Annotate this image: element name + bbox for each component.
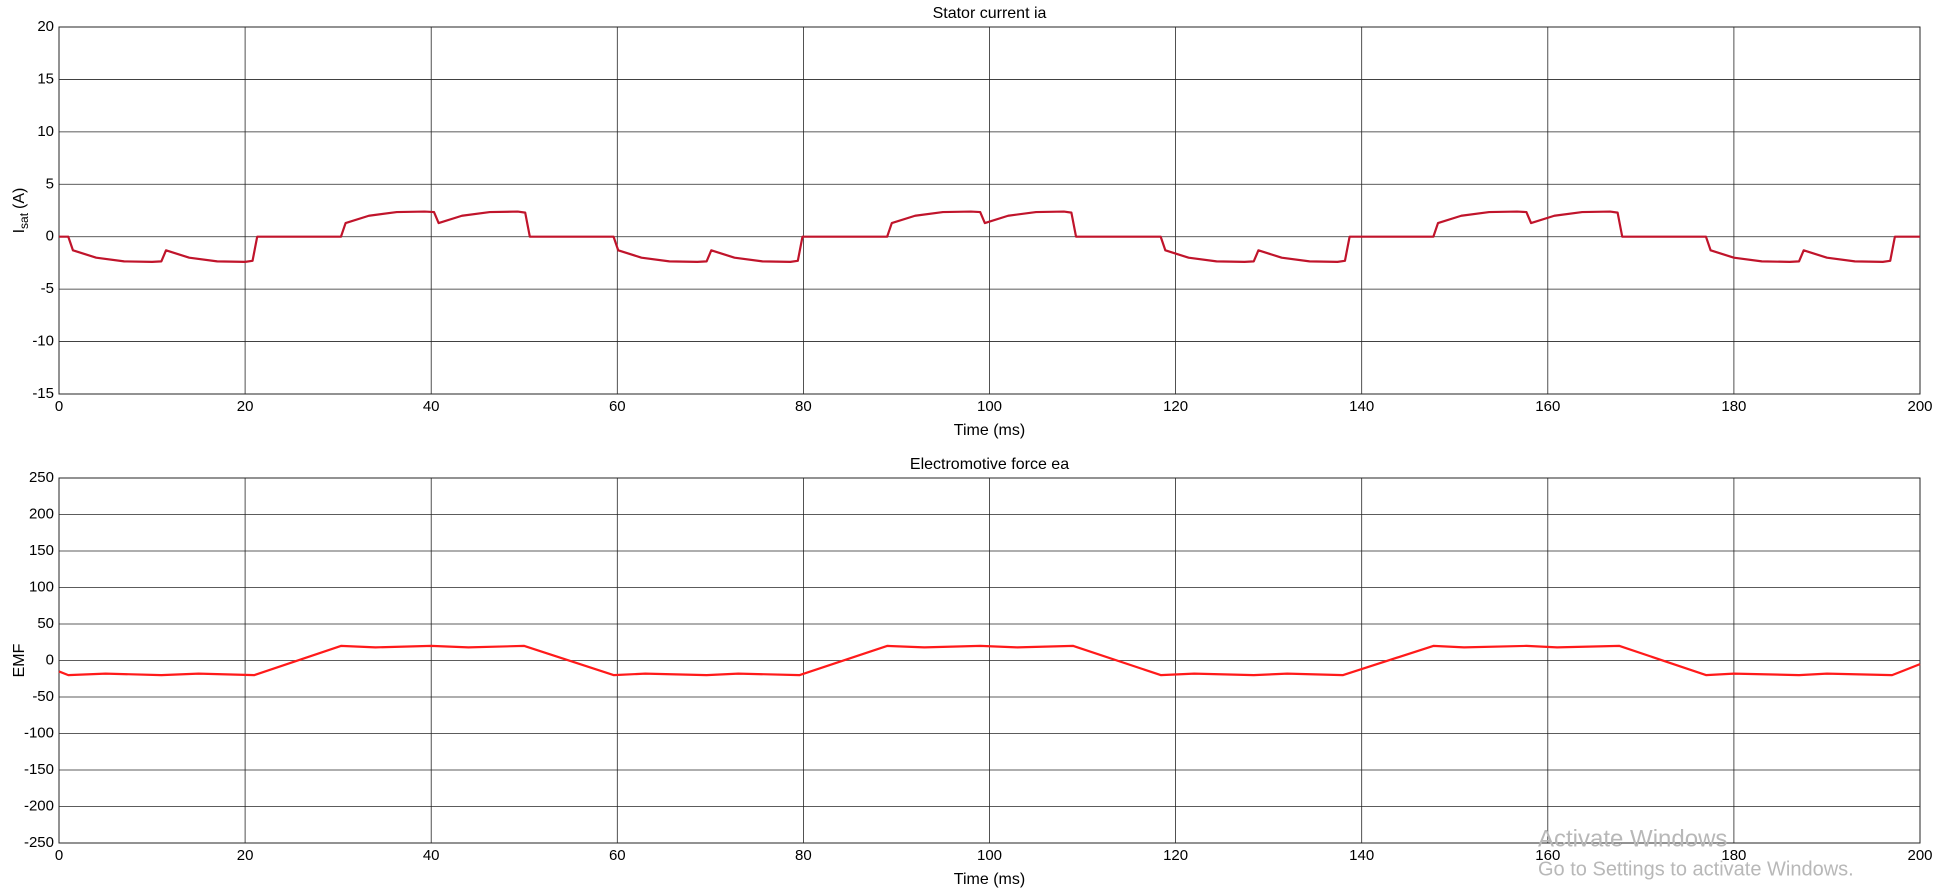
data-line	[59, 210, 1920, 263]
y-tick-label: -5	[41, 280, 54, 297]
y-tick-label: 200	[29, 505, 54, 522]
y-tick-label: -150	[24, 761, 54, 778]
y-axis-label: EMF	[11, 643, 28, 677]
y-tick-label: -10	[32, 333, 54, 350]
y-tick-label: 150	[29, 542, 54, 559]
x-tick-label: 200	[1907, 398, 1932, 415]
chart-title: Electromotive force ea	[910, 456, 1069, 473]
x-tick-label: 160	[1535, 398, 1560, 415]
y-tick-label: 20	[37, 18, 54, 35]
y-tick-label: 250	[29, 469, 54, 486]
x-tick-label: 100	[977, 398, 1002, 415]
x-tick-label: 120	[1163, 398, 1188, 415]
y-tick-label: 0	[46, 228, 54, 245]
y-tick-label: -250	[24, 834, 54, 851]
x-tick-label: 20	[237, 398, 254, 415]
x-tick-label: 40	[423, 847, 440, 864]
y-axis-label-part: sat	[17, 212, 31, 229]
y-tick-label: 50	[37, 615, 54, 632]
x-tick-label: 60	[609, 398, 626, 415]
y-axis-label-part: EMF	[11, 643, 28, 677]
data-line	[58, 644, 1921, 677]
y-axis-label-part: (A)	[11, 188, 28, 209]
x-axis-label: Time (ms)	[954, 422, 1025, 439]
x-tick-label: 180	[1721, 847, 1746, 864]
x-tick-label: 160	[1535, 847, 1560, 864]
x-tick-label: 40	[423, 398, 440, 415]
x-tick-label: 100	[977, 847, 1002, 864]
x-tick-label: 180	[1721, 398, 1746, 415]
y-axis-label: Isat (A)	[11, 188, 31, 234]
y-tick-label: -100	[24, 724, 54, 741]
chart-title: Stator current ia	[933, 5, 1047, 22]
y-tick-label: 10	[37, 123, 54, 140]
x-tick-label: 200	[1907, 847, 1932, 864]
watermark-title: Activate Windows	[1538, 825, 1727, 852]
watermark-text: Go to Settings to activate Windows.	[1538, 858, 1854, 880]
x-tick-label: 20	[237, 847, 254, 864]
x-tick-label: 60	[609, 847, 626, 864]
y-tick-label: -200	[24, 797, 54, 814]
y-tick-label: -50	[32, 688, 54, 705]
subplot: 0 20 40 60 80 100 120 140 160 180 200 -15 -10 -5 0 5 10 1…	[11, 5, 1932, 439]
y-axis-label-part: I	[11, 229, 28, 233]
x-tick-label: 0	[55, 398, 63, 415]
x-tick-label: 140	[1349, 847, 1374, 864]
y-tick-label: 0	[46, 651, 54, 668]
x-tick-label: 0	[55, 847, 63, 864]
x-tick-label: 80	[795, 847, 812, 864]
x-axis-label: Time (ms)	[954, 871, 1025, 888]
y-tick-label: 5	[46, 175, 54, 192]
y-tick-label: -15	[32, 385, 54, 402]
x-tick-label: 80	[795, 398, 812, 415]
x-tick-label: 140	[1349, 398, 1374, 415]
y-tick-label: 100	[29, 578, 54, 595]
x-tick-label: 120	[1163, 847, 1188, 864]
subplot: 0 20 40 60 80 100 120 140 160 180 200 -250 -200 -150 -…	[11, 456, 1932, 888]
y-tick-label: 15	[37, 70, 54, 87]
